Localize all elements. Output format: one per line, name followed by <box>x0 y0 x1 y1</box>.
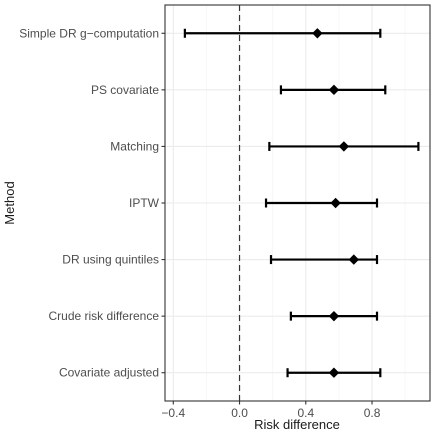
axis-layer: Simple DR g−computation PS covariate Match… <box>19 4 431 420</box>
y-tick-label: Crude risk difference <box>49 309 160 323</box>
point-estimate <box>328 367 340 378</box>
y-tick-label: Matching <box>110 139 159 153</box>
point-estimate <box>328 310 340 322</box>
point-estimate <box>348 254 360 265</box>
point-estimate <box>328 84 340 96</box>
y-tick-label: Simple DR g−computation <box>19 26 159 40</box>
y-axis-title: Method <box>2 181 17 224</box>
marks-layer <box>183 28 420 378</box>
y-tick-label: PS covariate <box>91 83 159 97</box>
x-tick-label: 0.4 <box>297 406 314 420</box>
point-estimate <box>330 197 341 209</box>
y-tick-label: Covariate adjusted <box>59 366 159 380</box>
y-tick-label: DR using quintiles <box>62 253 159 267</box>
point-estimate <box>312 28 323 39</box>
x-tick-label: 0.8 <box>364 406 381 420</box>
point-estimate <box>338 141 350 152</box>
x-tick-label: 0.0 <box>231 406 248 420</box>
x-axis-title: Risk difference <box>254 417 340 432</box>
y-tick-label: IPTW <box>129 196 160 210</box>
x-tick-label: −0.4 <box>161 406 185 420</box>
